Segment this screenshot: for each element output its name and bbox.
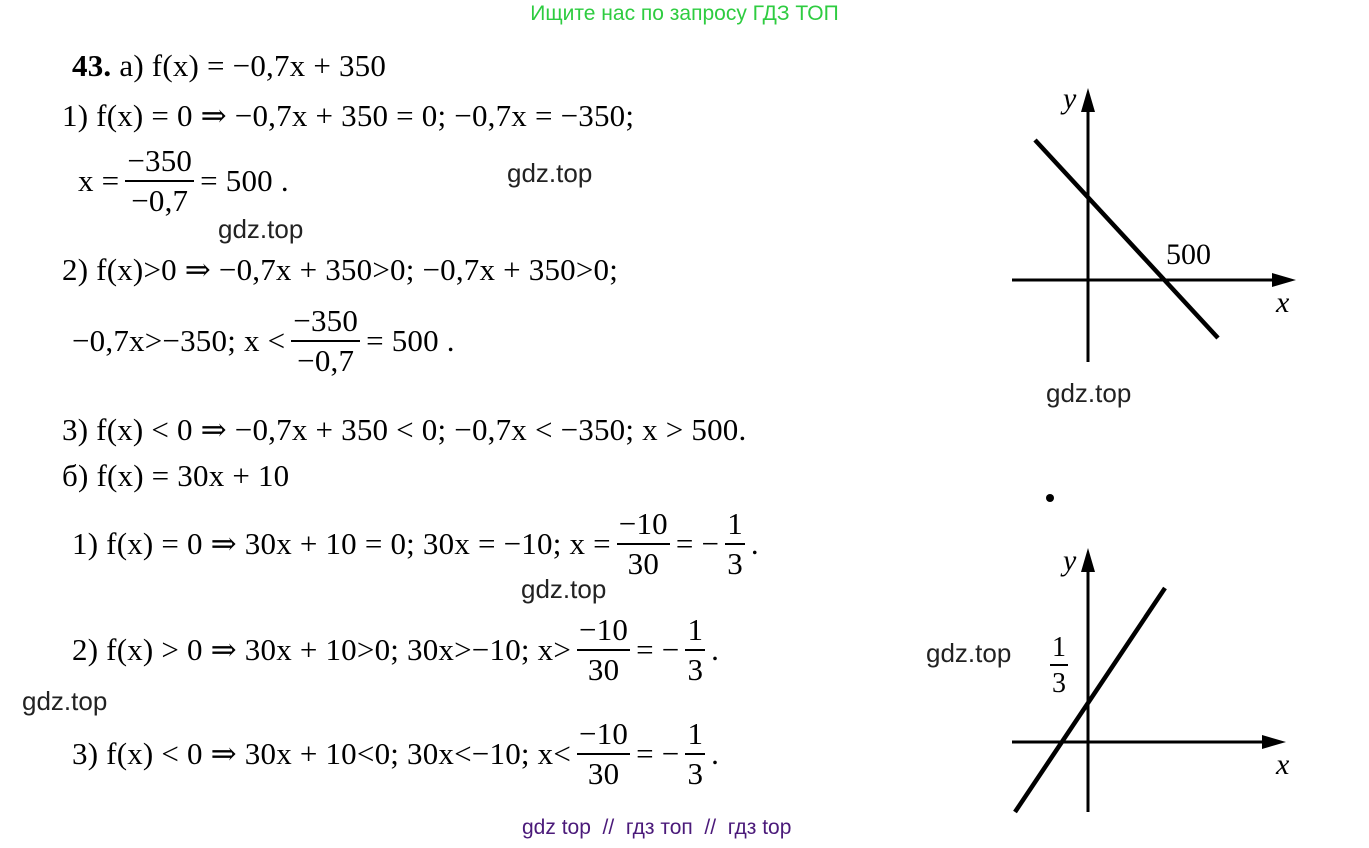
lhs: x = <box>78 163 120 199</box>
denominator: 30 <box>587 651 620 687</box>
y-axis-arrow <box>1081 548 1095 572</box>
numerator: 1 <box>1050 633 1068 667</box>
watermark: gdz.top <box>507 158 593 188</box>
graph-a-intercept-label: 500 <box>1166 238 1211 271</box>
period: . <box>750 526 759 562</box>
watermark: gdz.top <box>218 214 304 244</box>
rhs: = 500 . <box>200 163 289 199</box>
x-axis-arrow <box>1272 273 1296 287</box>
denominator: 30 <box>587 755 620 791</box>
watermark: gdz.top <box>926 638 1012 668</box>
step-a2: 2) f(x)>0 ⇒ −0,7x + 350>0; −0,7x + 350>0… <box>62 252 619 287</box>
search-banner: Ищите нас по запросу ГДЗ ТОП <box>530 2 839 25</box>
fraction: −10 30 <box>577 717 631 791</box>
problem-title-a: 43. а) f(x) = −0,7x + 350 <box>72 48 386 84</box>
denominator: −0,7 <box>131 182 189 218</box>
step-a1: 1) f(x) = 0 ⇒ −0,7x + 350 = 0; −0,7x = −… <box>62 98 635 133</box>
equals-minus: = − <box>636 736 680 772</box>
y-axis-arrow <box>1081 88 1095 112</box>
footer-links: gdz top // гдз топ // гдз top <box>522 816 792 839</box>
numerator: −350 <box>291 304 361 342</box>
problem-number: 43. <box>72 48 112 83</box>
graph-a-x-label: x <box>1276 286 1290 319</box>
numerator: 1 <box>725 507 745 545</box>
function-line-a <box>1033 138 1220 340</box>
rhs: = 500 . <box>366 323 455 359</box>
graph-b-x-label: x <box>1276 748 1290 781</box>
denominator: −0,7 <box>297 342 355 378</box>
lhs: −0,7x>−350; x < <box>72 323 286 359</box>
step-a2-result: −0,7x>−350; x < −350 −0,7 = 500 . <box>72 304 455 378</box>
function-line-b <box>1013 586 1167 814</box>
step-a1-result: x = −350 −0,7 = 500 . <box>78 144 289 218</box>
denominator: 30 <box>627 545 660 581</box>
lhs: 3) f(x) < 0 ⇒ 30x + 10<0; 30x<−10; x< <box>72 736 572 772</box>
lhs: 1) f(x) = 0 ⇒ 30x + 10 = 0; 30x = −10; x… <box>72 526 611 562</box>
step-b3: 3) f(x) < 0 ⇒ 30x + 10<0; 30x<−10; x< −1… <box>72 717 720 791</box>
numerator: −350 <box>125 144 195 182</box>
step-b2: 2) f(x) > 0 ⇒ 30x + 10>0; 30x>−10; x> −1… <box>72 613 720 687</box>
step-a3: 3) f(x) < 0 ⇒ −0,7x + 350 < 0; −0,7x < −… <box>62 412 747 447</box>
watermark: gdz.top <box>521 574 607 604</box>
denominator: 3 <box>727 545 743 581</box>
numerator: −10 <box>577 717 631 755</box>
period: . <box>711 632 720 668</box>
numerator: −10 <box>577 613 631 651</box>
denominator: 3 <box>1052 668 1066 700</box>
numerator: 1 <box>685 717 706 755</box>
x-axis-arrow <box>1262 735 1286 749</box>
equals-minus: = − <box>675 526 720 562</box>
function-a: а) f(x) = −0,7x + 350 <box>119 48 387 83</box>
numerator: −10 <box>616 507 670 545</box>
fraction: −350 −0,7 <box>125 144 195 218</box>
graph-b-y-label: y <box>1063 544 1077 577</box>
equals-minus: = − <box>636 632 680 668</box>
denominator: 3 <box>687 755 704 791</box>
watermark: gdz.top <box>22 686 108 716</box>
fraction: −350 −0,7 <box>291 304 361 378</box>
fraction: −10 30 <box>577 613 631 687</box>
graph-b <box>1012 548 1286 814</box>
watermark: gdz.top <box>1046 378 1132 408</box>
graph-a <box>1012 88 1296 362</box>
step-b1: 1) f(x) = 0 ⇒ 30x + 10 = 0; 30x = −10; x… <box>72 507 759 581</box>
numerator: 1 <box>685 613 706 651</box>
denominator: 3 <box>687 651 704 687</box>
problem-title-b: б) f(x) = 30x + 10 <box>62 458 290 493</box>
period: . <box>711 736 720 772</box>
graph-a-y-label: y <box>1063 82 1077 115</box>
fraction: −10 30 <box>616 507 670 581</box>
lhs: 2) f(x) > 0 ⇒ 30x + 10>0; 30x>−10; x> <box>72 632 572 668</box>
